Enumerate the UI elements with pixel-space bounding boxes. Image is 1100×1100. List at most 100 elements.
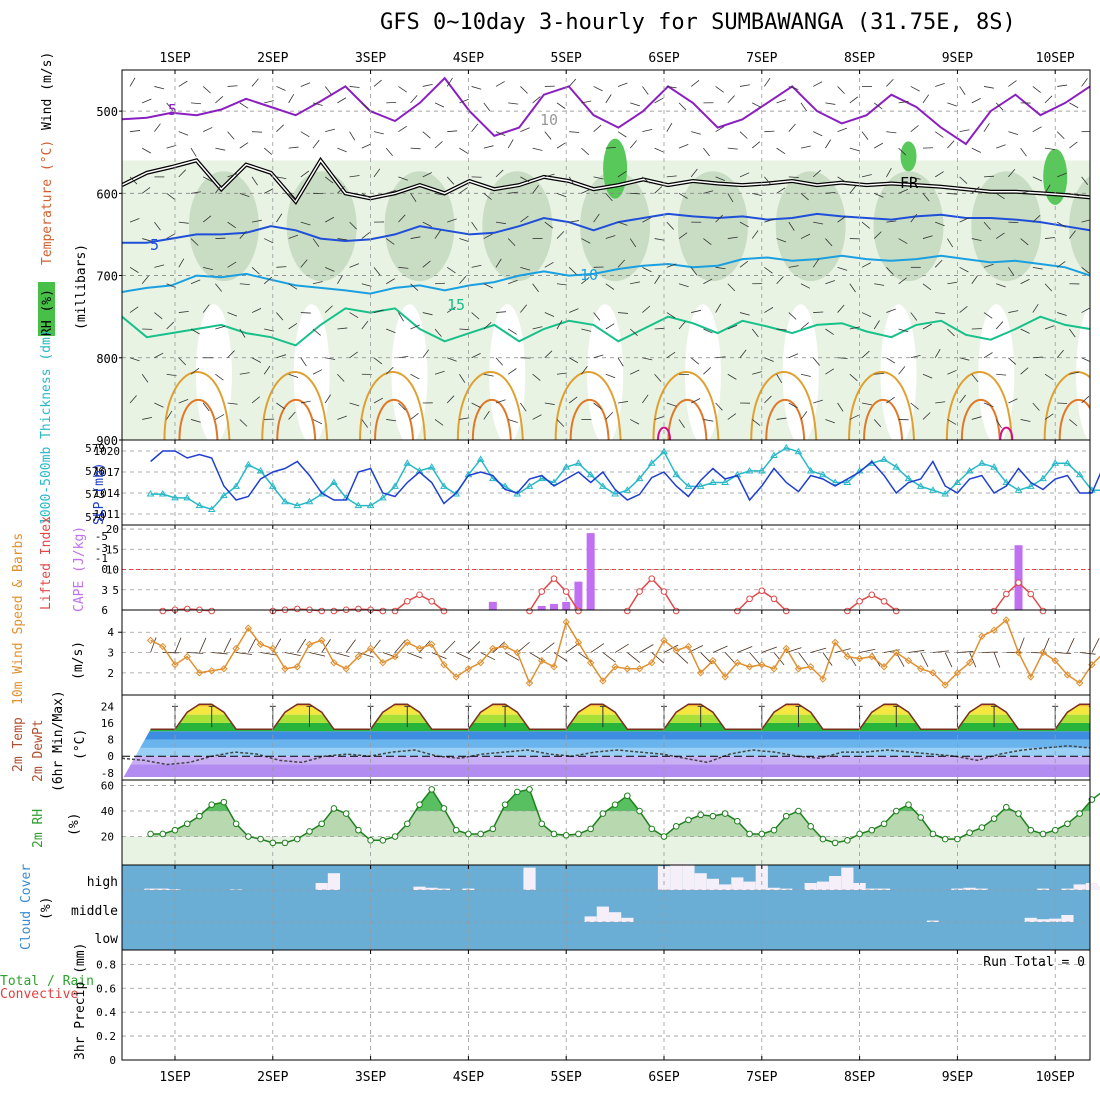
wind-barb xyxy=(935,312,946,315)
wind-barb xyxy=(276,266,287,268)
wind-barb xyxy=(349,131,356,141)
wind-barb xyxy=(825,238,833,247)
lifted-index-line-marker xyxy=(892,607,900,615)
thickness-line-marker xyxy=(806,466,815,474)
wind10-barb xyxy=(932,650,949,653)
wind-barb xyxy=(593,176,604,180)
wind-barb xyxy=(764,357,774,362)
isotherm-25 xyxy=(960,398,1001,440)
wind-barb xyxy=(385,147,393,157)
wind-barb xyxy=(1057,84,1068,87)
wind10-speed-line-marker xyxy=(978,632,986,640)
day-label-bottom: 6SEP xyxy=(648,1070,679,1085)
rh2m-line-marker xyxy=(807,823,815,830)
wind10-speed-line-marker xyxy=(366,644,375,653)
temp-band xyxy=(122,722,1090,732)
wind-barb xyxy=(776,99,787,104)
wind-barb xyxy=(642,129,653,133)
wind-barb xyxy=(471,86,482,90)
wind10-speed-line-marker xyxy=(220,665,228,673)
rh2m-line-marker xyxy=(868,826,876,834)
wind-barb xyxy=(727,95,735,104)
wind10-barb xyxy=(284,652,301,656)
wind10-speed-line-marker xyxy=(1027,673,1035,681)
wind-barb xyxy=(166,102,174,111)
wind-barb xyxy=(764,307,774,313)
wind10-speed-line-marker xyxy=(1039,648,1047,657)
wind10-speed-line-marker xyxy=(489,644,497,653)
wind10-speed-line-marker xyxy=(806,663,815,671)
wind-barb xyxy=(1020,238,1029,246)
rh2m-line-marker xyxy=(660,833,668,840)
wind-barb xyxy=(556,231,565,239)
wind-barb xyxy=(471,221,478,231)
wind-barb xyxy=(581,365,588,375)
isotherm-20 xyxy=(652,371,720,440)
wind10-speed-line-marker xyxy=(452,673,460,681)
rh2m-line-marker xyxy=(587,825,594,833)
rh2m-line-marker xyxy=(526,786,533,793)
thickness-line-marker xyxy=(782,443,791,451)
rh2m-line-marker xyxy=(795,807,802,815)
wind-barb xyxy=(398,266,409,269)
wind-barb xyxy=(788,265,799,268)
wind-barb xyxy=(678,143,689,149)
rh2m-line-marker xyxy=(269,839,277,847)
wind-barb xyxy=(239,142,249,149)
wind10-barb xyxy=(1091,638,1100,653)
lifted-index-line-marker xyxy=(782,607,790,615)
wind-barb xyxy=(947,102,957,107)
slp-panel xyxy=(122,440,1100,525)
wind-barb xyxy=(813,81,823,87)
thickness-line-marker xyxy=(770,451,778,459)
wind10-speed-line-marker xyxy=(660,636,668,645)
wind-barb xyxy=(739,260,749,268)
lifted-index-line-marker xyxy=(660,588,668,595)
wind-barb xyxy=(1069,102,1079,109)
rh2m-line-marker xyxy=(709,812,717,820)
wind-barb xyxy=(483,283,494,289)
wind-barb xyxy=(1020,328,1030,334)
wind-barb xyxy=(934,259,943,268)
wind10-speed-line-marker xyxy=(770,665,778,673)
wind-barb xyxy=(276,402,285,410)
slp-panel-frame xyxy=(121,439,1091,526)
lifted-index-line-marker xyxy=(770,595,778,603)
cloud-level-middle: middle xyxy=(71,904,118,919)
rh2m-line-marker xyxy=(330,805,338,812)
temp2m-tick-label: 8 xyxy=(107,734,114,747)
cloud-bar-high xyxy=(963,887,976,890)
wind-barb xyxy=(837,402,844,412)
wind-barb xyxy=(751,328,759,338)
wind-barb xyxy=(1044,413,1054,420)
wind-barb xyxy=(1032,266,1043,270)
rh2m-line-marker xyxy=(452,826,460,834)
ylabel-millibars: (millibars) xyxy=(74,244,89,330)
ylabel-precip-convective: Convective xyxy=(0,987,78,1002)
freezing-line-inner xyxy=(122,159,1090,203)
rh2m-line-marker xyxy=(624,792,631,800)
wind-barb xyxy=(764,77,771,87)
rh-shade xyxy=(286,171,357,282)
wind-barb xyxy=(617,401,628,404)
rh2m-line-marker xyxy=(746,830,753,838)
wind-barb xyxy=(849,185,857,194)
y-tick-label: 500 xyxy=(96,105,118,119)
wind-barb xyxy=(1069,230,1076,239)
ylabel-temp2m: 2m Temp xyxy=(11,717,26,772)
wind-barb xyxy=(227,173,238,178)
wind10-speed-line-marker xyxy=(403,638,411,647)
day-label-top: 6SEP xyxy=(648,51,679,66)
wind-barb xyxy=(251,78,259,87)
wind-barb xyxy=(227,402,238,405)
li-tick-label: -1 xyxy=(95,552,108,565)
wind-barb xyxy=(508,191,519,194)
wind-barb xyxy=(1056,349,1064,359)
chart-title: GFS 0~10day 3-hourly for SUMBAWANGA (31.… xyxy=(380,10,1016,35)
wind10-speed-line-marker xyxy=(476,658,485,667)
cloud-bar-middle xyxy=(1024,917,1037,922)
lifted-index-line-marker xyxy=(428,597,436,605)
wind-barb xyxy=(861,402,872,406)
wind-barb xyxy=(459,147,469,154)
